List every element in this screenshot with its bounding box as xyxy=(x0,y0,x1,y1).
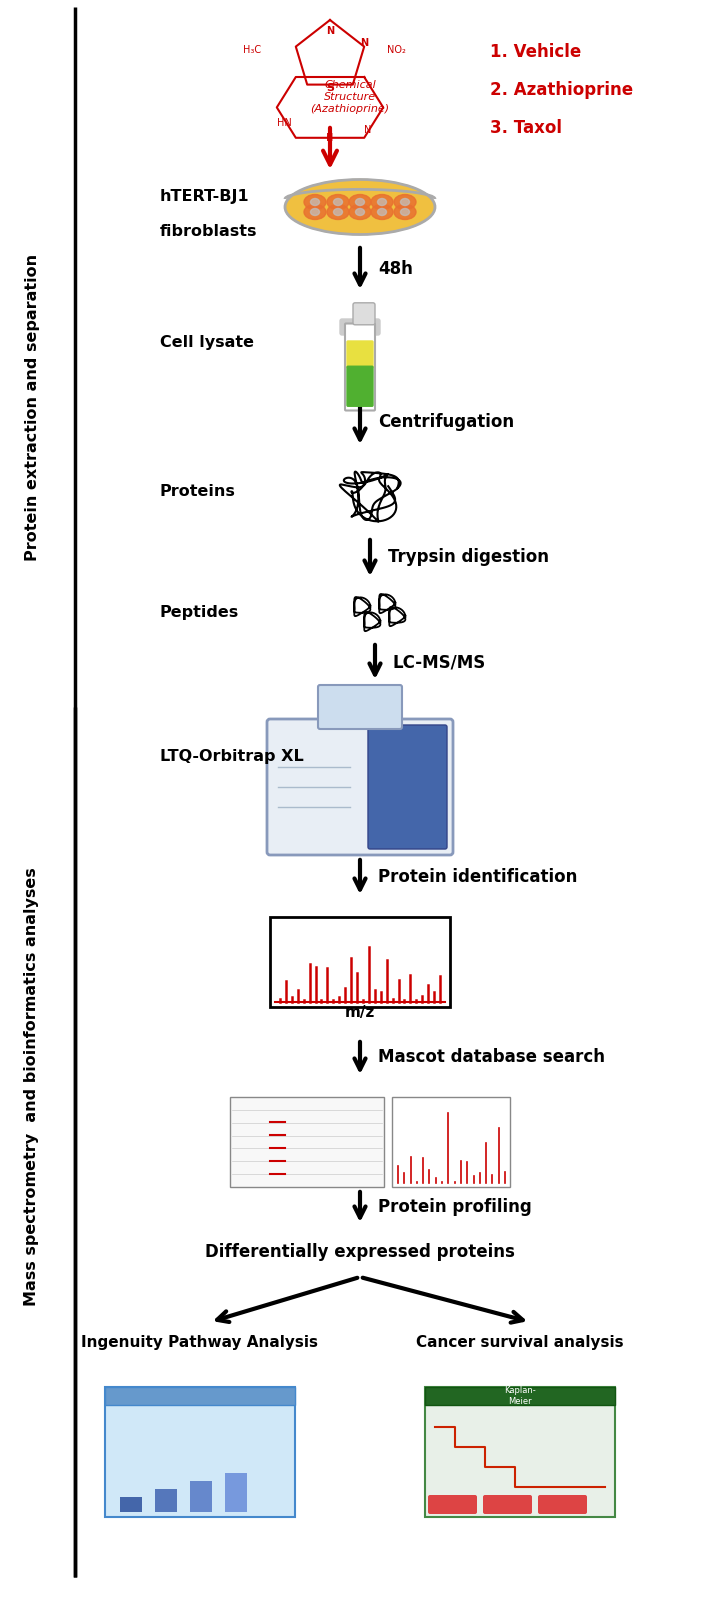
FancyBboxPatch shape xyxy=(190,1482,212,1512)
Ellipse shape xyxy=(349,194,371,209)
Ellipse shape xyxy=(304,194,326,209)
Text: 1. Vehicle: 1. Vehicle xyxy=(490,43,581,61)
Text: Trypsin digestion: Trypsin digestion xyxy=(388,548,549,566)
Text: N: N xyxy=(364,125,372,135)
Ellipse shape xyxy=(327,194,349,209)
Text: Mass spectrometry  and bioinformatics analyses: Mass spectrometry and bioinformatics ana… xyxy=(25,868,39,1306)
FancyBboxPatch shape xyxy=(345,323,375,410)
Text: Centrifugation: Centrifugation xyxy=(378,413,514,431)
Text: Peptides: Peptides xyxy=(160,604,239,620)
FancyBboxPatch shape xyxy=(230,1098,384,1188)
FancyBboxPatch shape xyxy=(225,1474,247,1512)
FancyBboxPatch shape xyxy=(155,1490,177,1512)
Text: Kaplan-
Meier: Kaplan- Meier xyxy=(504,1387,536,1406)
FancyBboxPatch shape xyxy=(120,1498,142,1512)
Ellipse shape xyxy=(371,194,393,209)
Ellipse shape xyxy=(355,209,365,215)
Text: HN: HN xyxy=(277,117,291,127)
Text: Ingenuity Pathway Analysis: Ingenuity Pathway Analysis xyxy=(81,1334,318,1350)
Text: Differentially expressed proteins: Differentially expressed proteins xyxy=(205,1242,515,1261)
FancyBboxPatch shape xyxy=(428,1495,477,1514)
FancyBboxPatch shape xyxy=(368,725,447,848)
FancyBboxPatch shape xyxy=(340,320,380,334)
FancyBboxPatch shape xyxy=(270,918,450,1008)
Ellipse shape xyxy=(400,209,410,215)
Text: 3. Taxol: 3. Taxol xyxy=(490,119,562,137)
FancyBboxPatch shape xyxy=(318,685,402,730)
Text: Proteins: Proteins xyxy=(160,484,236,500)
Ellipse shape xyxy=(394,204,416,220)
Text: LC-MS/MS: LC-MS/MS xyxy=(393,652,486,672)
Text: LTQ-Orbitrap XL: LTQ-Orbitrap XL xyxy=(160,749,304,765)
FancyBboxPatch shape xyxy=(425,1387,615,1517)
FancyBboxPatch shape xyxy=(347,341,373,368)
Text: fibroblasts: fibroblasts xyxy=(160,225,257,239)
FancyBboxPatch shape xyxy=(267,718,453,855)
Ellipse shape xyxy=(327,204,349,220)
Ellipse shape xyxy=(310,209,320,215)
Text: Protein extraction and separation: Protein extraction and separation xyxy=(25,254,39,561)
Text: Chemical
Structure
(Azathioprine): Chemical Structure (Azathioprine) xyxy=(310,80,389,114)
Text: m/z: m/z xyxy=(345,1004,375,1019)
Text: N: N xyxy=(360,39,368,48)
Text: Mascot database search: Mascot database search xyxy=(378,1048,605,1065)
Text: Protein identification: Protein identification xyxy=(378,868,577,885)
Text: 2. Azathioprine: 2. Azathioprine xyxy=(490,80,633,100)
Ellipse shape xyxy=(334,199,342,206)
FancyBboxPatch shape xyxy=(392,1098,510,1188)
Ellipse shape xyxy=(371,204,393,220)
Ellipse shape xyxy=(378,209,386,215)
Ellipse shape xyxy=(349,204,371,220)
FancyBboxPatch shape xyxy=(353,302,375,325)
Ellipse shape xyxy=(394,194,416,209)
Text: hTERT-BJ1: hTERT-BJ1 xyxy=(160,190,249,204)
Ellipse shape xyxy=(304,204,326,220)
FancyBboxPatch shape xyxy=(105,1387,295,1517)
FancyBboxPatch shape xyxy=(538,1495,587,1514)
FancyBboxPatch shape xyxy=(105,1387,295,1405)
Ellipse shape xyxy=(378,199,386,206)
Ellipse shape xyxy=(400,199,410,206)
Text: H: H xyxy=(326,133,334,143)
FancyBboxPatch shape xyxy=(483,1495,532,1514)
Ellipse shape xyxy=(285,180,435,235)
Text: Cell lysate: Cell lysate xyxy=(160,334,254,349)
Ellipse shape xyxy=(334,209,342,215)
Text: H₃C: H₃C xyxy=(244,45,262,55)
FancyBboxPatch shape xyxy=(425,1387,615,1405)
Text: N: N xyxy=(326,26,334,37)
Text: 48h: 48h xyxy=(378,260,413,278)
Text: Cancer survival analysis: Cancer survival analysis xyxy=(416,1334,624,1350)
Text: NO₂: NO₂ xyxy=(387,45,406,55)
Text: Protein profiling: Protein profiling xyxy=(378,1197,531,1216)
Ellipse shape xyxy=(355,199,365,206)
Text: S: S xyxy=(326,84,334,93)
FancyBboxPatch shape xyxy=(347,366,373,407)
Ellipse shape xyxy=(310,199,320,206)
